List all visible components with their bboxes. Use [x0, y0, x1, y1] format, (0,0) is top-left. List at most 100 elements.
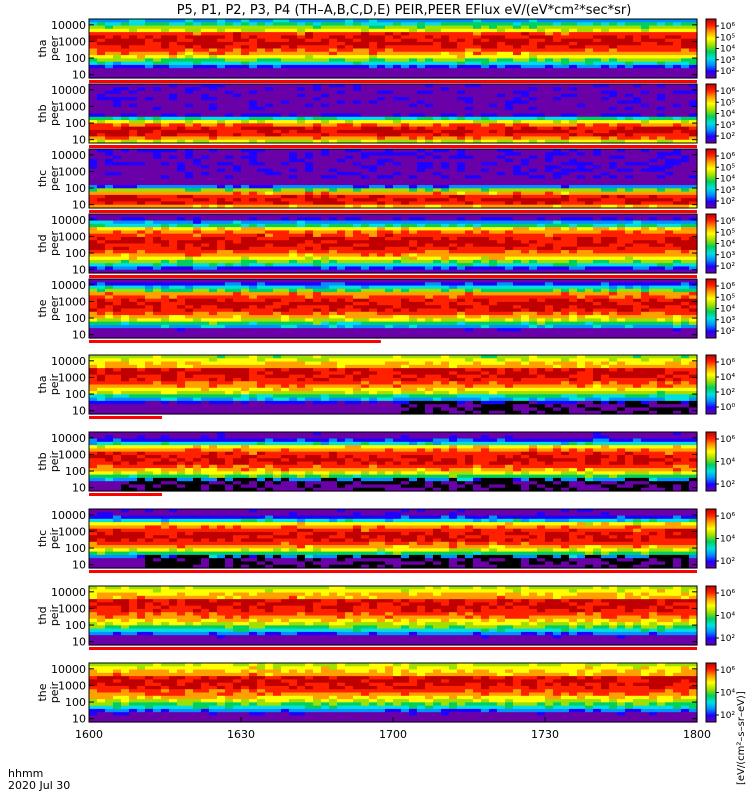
heatmap-cell: [377, 123, 386, 128]
heatmap-cell: [369, 90, 378, 95]
heatmap-cell: [657, 45, 666, 50]
heatmap-cell: [401, 158, 410, 163]
heatmap-cell: [305, 97, 314, 101]
heatmap-cell: [161, 204, 170, 209]
heatmap-cell: [449, 129, 458, 134]
heatmap-cell: [249, 97, 258, 101]
heatmap-cell: [465, 116, 474, 121]
heatmap-cell: [537, 129, 546, 134]
heatmap-cell: [89, 32, 98, 36]
heatmap-cell: [689, 126, 698, 131]
heatmap-cell: [393, 87, 402, 92]
heatmap-cell: [497, 126, 506, 131]
heatmap-cell: [313, 181, 322, 186]
heatmap-cell: [337, 113, 346, 118]
heatmap-cell: [241, 97, 250, 101]
heatmap-cell: [121, 168, 130, 173]
heatmap-cell: [241, 100, 250, 105]
heatmap-cell: [321, 158, 330, 163]
heatmap-cell: [145, 28, 154, 33]
heatmap-cell: [105, 93, 114, 98]
heatmap-cell: [313, 38, 322, 43]
heatmap-cell: [265, 116, 274, 121]
heatmap-cell: [353, 181, 362, 186]
heatmap-cell: [289, 64, 298, 69]
heatmap-cell: [457, 61, 466, 66]
heatmap-cell: [369, 133, 378, 138]
heatmap-cell: [473, 68, 482, 73]
heatmap-cell: [281, 45, 290, 50]
heatmap-cell: [433, 38, 442, 43]
heatmap-cell: [233, 188, 242, 193]
heatmap-cell: [481, 61, 490, 66]
heatmap-cell: [497, 28, 506, 33]
heatmap-cell: [233, 149, 242, 153]
heatmap-cell: [321, 185, 330, 189]
heatmap-cell: [233, 168, 242, 173]
heatmap-cell: [617, 103, 626, 108]
heatmap-cell: [585, 129, 594, 134]
heatmap-cell: [385, 106, 394, 111]
heatmap-cell: [217, 188, 226, 193]
heatmap-cell: [689, 136, 698, 141]
heatmap-cell: [201, 155, 210, 160]
heatmap-cell: [569, 120, 578, 124]
heatmap-cell: [217, 48, 226, 53]
heatmap-cell: [217, 158, 226, 163]
heatmap-cell: [457, 158, 466, 163]
heatmap-cell: [193, 149, 202, 153]
heatmap-cell: [521, 103, 530, 108]
heatmap-cell: [289, 106, 298, 111]
heatmap-cell: [673, 123, 682, 128]
heatmap-cell: [257, 106, 266, 111]
heatmap-cell: [249, 41, 258, 46]
heatmap-cell: [369, 136, 378, 141]
heatmap-cell: [177, 97, 186, 101]
heatmap-cell: [417, 55, 426, 59]
heatmap-cell: [425, 64, 434, 69]
heatmap-cell: [585, 133, 594, 138]
heatmap-cell: [513, 93, 522, 98]
heatmap-cell: [409, 100, 418, 105]
heatmap-cell: [209, 28, 218, 33]
heatmap-cell: [353, 110, 362, 115]
heatmap-cell: [137, 74, 146, 79]
y-tick-label: 1000: [58, 35, 86, 48]
heatmap-cell: [345, 204, 354, 209]
heatmap-cell: [201, 71, 210, 76]
heatmap-cell: [489, 97, 498, 101]
heatmap-cell: [329, 165, 338, 170]
heatmap-cell: [553, 116, 562, 121]
heatmap-cell: [561, 45, 570, 50]
heatmap-cell: [153, 32, 162, 36]
heatmap-cell: [353, 106, 362, 111]
heatmap-cell: [273, 71, 282, 76]
heatmap-cell: [201, 204, 210, 209]
heatmap-cell: [601, 87, 610, 92]
heatmap-cell: [193, 136, 202, 141]
heatmap-cell: [209, 64, 218, 69]
heatmap-cell: [385, 129, 394, 134]
heatmap-cell: [161, 32, 170, 36]
heatmap-cell: [657, 133, 666, 138]
heatmap-cell: [401, 139, 410, 144]
heatmap-cell: [529, 28, 538, 33]
heatmap-cell: [505, 126, 514, 131]
heatmap-cell: [665, 116, 674, 121]
heatmap-cell: [449, 55, 458, 59]
heatmap-cell: [185, 74, 194, 79]
heatmap-cell: [433, 185, 442, 189]
heatmap-cell: [481, 41, 490, 46]
heatmap-cell: [113, 32, 122, 36]
heatmap-cell: [161, 188, 170, 193]
heatmap-cell: [241, 106, 250, 111]
heatmap-cell: [193, 158, 202, 163]
heatmap-cell: [649, 58, 658, 63]
heatmap-cell: [665, 68, 674, 73]
heatmap-cell: [121, 152, 130, 157]
heatmap-cell: [441, 22, 450, 27]
heatmap-cell: [689, 74, 698, 79]
heatmap-cell: [145, 45, 154, 50]
heatmap-cell: [665, 55, 674, 59]
heatmap-cell: [249, 113, 258, 118]
